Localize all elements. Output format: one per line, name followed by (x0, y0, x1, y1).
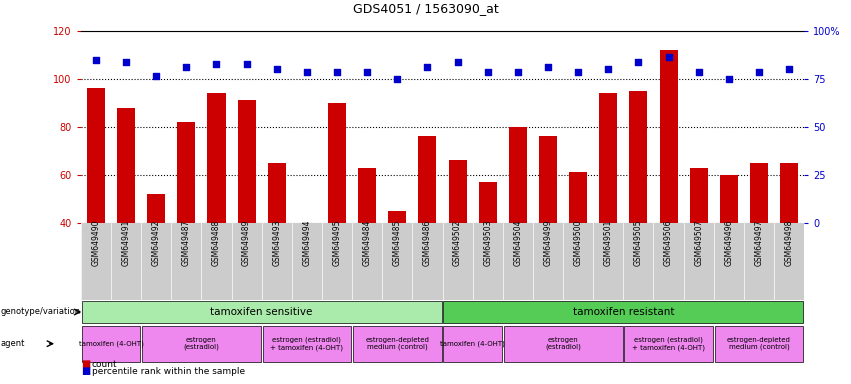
Point (240, 61, 254, 68)
Point (782, 66, 796, 72)
Text: estrogen
(estradiol): estrogen (estradiol) (545, 337, 581, 351)
Text: count: count (92, 360, 117, 369)
Bar (599, 93, 617, 319)
Point (391, 76, 404, 82)
Point (662, 54, 676, 60)
Point (300, 68, 314, 74)
Bar (268, 163, 286, 319)
Point (360, 68, 374, 74)
Bar (478, 182, 497, 319)
Text: tamoxifen (4-OHT): tamoxifen (4-OHT) (440, 341, 505, 347)
Point (722, 76, 735, 82)
Bar (87, 88, 105, 319)
Bar (298, 223, 316, 319)
Point (631, 59, 645, 65)
Point (481, 68, 494, 74)
Text: GDS4051 / 1563090_at: GDS4051 / 1563090_at (352, 2, 499, 15)
Text: genotype/variation: genotype/variation (1, 308, 81, 316)
Text: estrogen-depleted
medium (control): estrogen-depleted medium (control) (727, 337, 791, 351)
Point (571, 68, 585, 74)
Point (451, 59, 465, 65)
Bar (660, 50, 677, 319)
Bar (509, 127, 527, 319)
Bar (689, 167, 708, 319)
Point (511, 68, 525, 74)
Text: estrogen-depleted
medium (control): estrogen-depleted medium (control) (365, 337, 429, 351)
Text: ■: ■ (81, 366, 90, 376)
Text: ■: ■ (81, 359, 90, 369)
Text: agent: agent (1, 339, 26, 348)
Bar (750, 163, 768, 319)
Text: estrogen
(estradiol): estrogen (estradiol) (184, 337, 220, 351)
Bar (117, 108, 135, 319)
Point (119, 59, 133, 65)
Bar (358, 167, 376, 319)
Text: estrogen (estradiol)
+ tamoxifen (4-OHT): estrogen (estradiol) + tamoxifen (4-OHT) (632, 337, 705, 351)
Bar (720, 175, 738, 319)
Bar (569, 172, 587, 319)
Text: percentile rank within the sample: percentile rank within the sample (92, 367, 245, 376)
Point (89, 56, 103, 63)
Point (180, 64, 193, 70)
Bar (237, 100, 255, 319)
Point (420, 64, 434, 70)
Bar (630, 91, 648, 319)
Bar (448, 161, 466, 319)
Bar (388, 211, 406, 319)
Point (692, 68, 705, 74)
Point (752, 68, 766, 74)
Bar (328, 103, 346, 319)
Point (209, 61, 223, 68)
Point (150, 73, 163, 79)
Text: tamoxifen resistant: tamoxifen resistant (573, 307, 674, 317)
Point (270, 66, 283, 72)
Bar (208, 93, 226, 319)
Text: tamoxifen sensitive: tamoxifen sensitive (210, 307, 313, 317)
Bar (539, 136, 557, 319)
Text: tamoxifen (4-OHT): tamoxifen (4-OHT) (78, 341, 144, 347)
Text: estrogen (estradiol)
+ tamoxifen (4-OHT): estrogen (estradiol) + tamoxifen (4-OHT) (271, 337, 344, 351)
Point (602, 66, 615, 72)
Bar (177, 122, 196, 319)
Bar (147, 194, 165, 319)
Point (541, 64, 555, 70)
Bar (780, 163, 798, 319)
Bar (419, 136, 437, 319)
Point (330, 68, 344, 74)
